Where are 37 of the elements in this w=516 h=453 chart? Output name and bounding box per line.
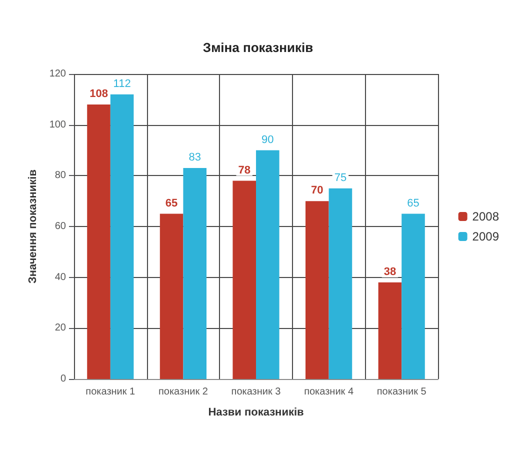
y-tick-label: 100 bbox=[49, 119, 66, 130]
bar bbox=[378, 282, 402, 379]
bar bbox=[402, 214, 425, 379]
data-label: 70 bbox=[311, 184, 324, 197]
x-tick-label: показник 2 bbox=[158, 386, 208, 398]
bar bbox=[328, 188, 352, 379]
data-label: 90 bbox=[262, 134, 274, 146]
x-tick-label: показник 3 bbox=[231, 386, 282, 398]
data-label: 83 bbox=[188, 152, 201, 164]
data-label: 75 bbox=[334, 172, 347, 184]
y-axis-title: Значення показників bbox=[26, 169, 39, 284]
data-label: 78 bbox=[238, 164, 250, 176]
y-tick-label: 20 bbox=[54, 322, 66, 334]
x-tick-label: показник 1 bbox=[86, 386, 136, 398]
bar bbox=[232, 180, 256, 379]
data-label: 65 bbox=[407, 197, 420, 210]
y-tick-label: 80 bbox=[54, 170, 66, 182]
x-tick-label: показник 4 bbox=[304, 386, 354, 398]
y-tick-label: 0 bbox=[60, 374, 66, 384]
y-tick-label: 120 bbox=[49, 68, 66, 80]
x-tick-label: показник 5 bbox=[376, 386, 427, 398]
data-label: 112 bbox=[113, 78, 131, 90]
legend-label: 2009 bbox=[472, 230, 500, 244]
x-axis-title: Назви показників bbox=[208, 406, 304, 418]
bar bbox=[256, 150, 280, 379]
chart-title: Зміна показників bbox=[202, 40, 314, 55]
bar bbox=[183, 168, 206, 379]
bar bbox=[306, 201, 329, 379]
data-label: 65 bbox=[165, 197, 178, 210]
legend-label: 2008 bbox=[472, 210, 500, 224]
y-tick-label: 40 bbox=[54, 272, 66, 283]
bar bbox=[87, 104, 110, 379]
bar bbox=[110, 94, 134, 379]
y-tick-label: 60 bbox=[54, 221, 66, 232]
data-label: 38 bbox=[384, 266, 396, 278]
bar bbox=[160, 214, 184, 379]
data-label: 108 bbox=[90, 88, 108, 100]
